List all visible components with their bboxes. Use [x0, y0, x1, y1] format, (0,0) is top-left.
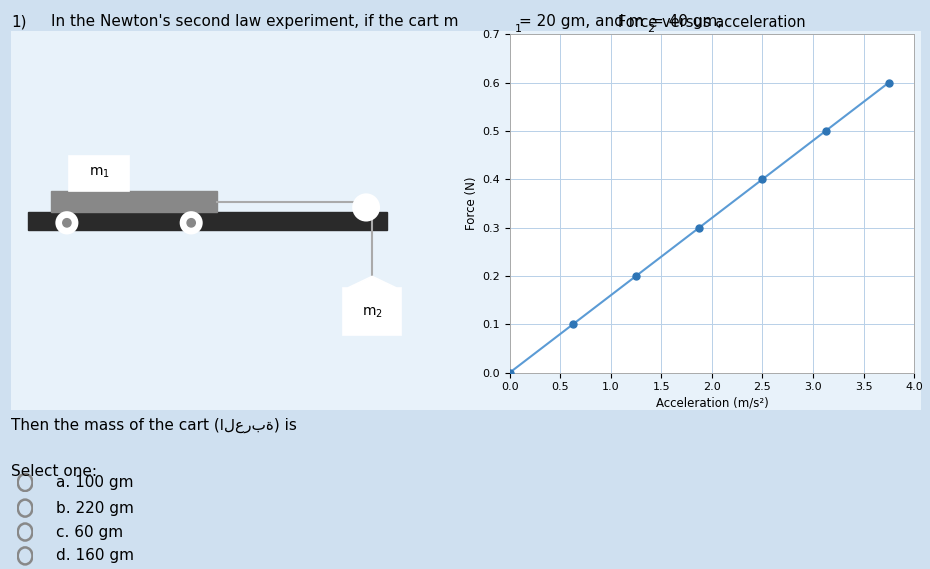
Bar [28, 212, 387, 230]
Y-axis label: Force (N): Force (N) [465, 176, 478, 230]
Bar [69, 156, 129, 191]
Circle shape [187, 218, 195, 227]
Text: = 40 gm;: = 40 gm; [651, 14, 723, 29]
Text: 1): 1) [11, 14, 27, 29]
Circle shape [353, 195, 379, 221]
Text: c. 60 gm: c. 60 gm [56, 525, 123, 539]
Bar [51, 191, 217, 212]
Text: b. 220 gm: b. 220 gm [56, 501, 134, 516]
Text: In the Newton's second law experiment, if the cart m: In the Newton's second law experiment, i… [51, 14, 458, 29]
Polygon shape [348, 277, 396, 288]
Text: 1: 1 [515, 24, 523, 34]
Text: Then the mass of the cart (العربة) is: Then the mass of the cart (العربة) is [11, 418, 297, 434]
Text: = 20 gm, and m: = 20 gm, and m [519, 14, 644, 29]
Bar [343, 288, 401, 335]
Circle shape [181, 213, 201, 233]
Text: a. 100 gm: a. 100 gm [56, 475, 133, 490]
Text: m$_1$: m$_1$ [88, 166, 110, 180]
Text: d. 160 gm: d. 160 gm [56, 549, 134, 563]
Text: m$_2$: m$_2$ [362, 306, 382, 320]
Circle shape [62, 218, 71, 227]
Text: Select one:: Select one: [11, 464, 97, 479]
Text: 2: 2 [647, 24, 655, 34]
Title: Force versus acceleration: Force versus acceleration [618, 15, 805, 30]
X-axis label: Acceleration (m/s²): Acceleration (m/s²) [656, 397, 768, 410]
Circle shape [57, 213, 77, 233]
